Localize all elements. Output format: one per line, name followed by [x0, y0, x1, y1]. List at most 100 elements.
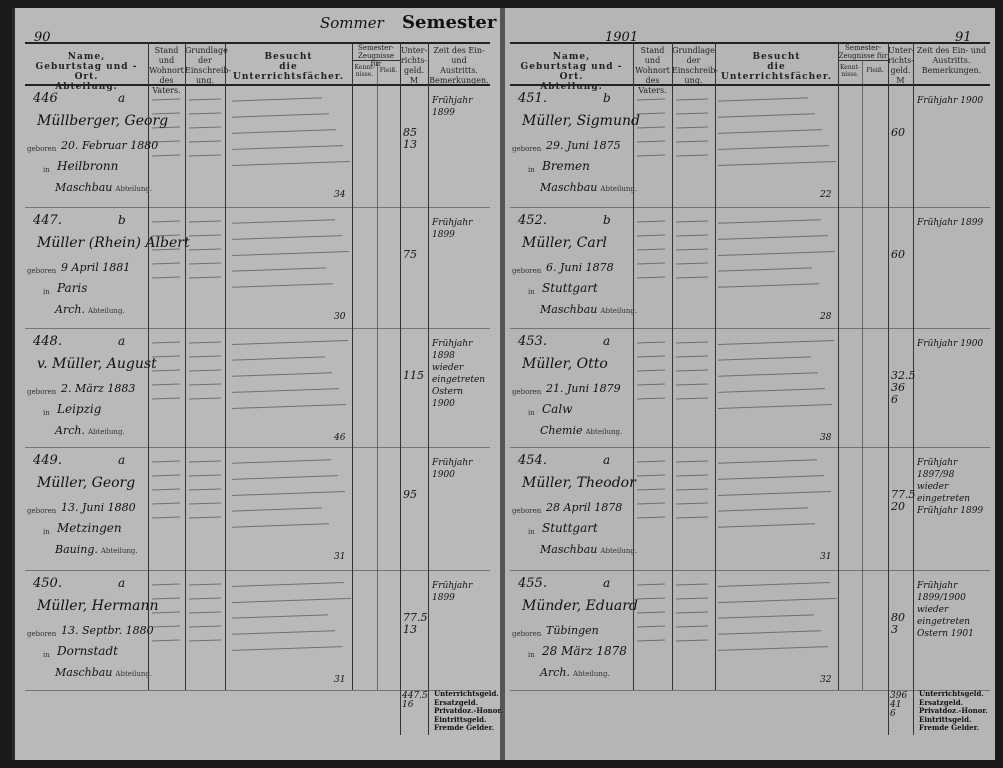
entry-number: 453. — [518, 334, 547, 349]
column-header-remarks: Zeit des Ein- und Austritts. Bemerkungen… — [429, 46, 489, 85]
entry-class: a — [603, 576, 611, 590]
student-name: Müller (Rhein) Albert — [37, 235, 190, 251]
entry-number: 452. — [518, 213, 547, 228]
book-gutter — [500, 8, 505, 760]
born-label: geboren — [512, 267, 542, 275]
department-label: Abteilung. — [87, 428, 125, 436]
row-divider — [25, 447, 490, 448]
column-header-besucht: Besucht die Unterrichtsfächer. — [233, 52, 344, 82]
born-label: geboren — [512, 507, 542, 515]
birth-date: 13. Septbr. 1880 — [61, 624, 154, 637]
student-name: Müller, Hermann — [37, 598, 159, 614]
birth-date: 21. Juni 1879 — [546, 382, 621, 395]
in-label: in — [528, 166, 535, 174]
entry-class: a — [118, 91, 126, 105]
in-label: in — [528, 528, 535, 536]
entry-class: a — [603, 334, 611, 348]
birth-date: 20. Februar 1880 — [61, 139, 159, 152]
born-label: geboren — [27, 630, 57, 638]
birth-place: 28 März 1878 — [542, 644, 627, 658]
semester-season: Sommer — [320, 14, 384, 32]
subject-total: 28 — [820, 312, 832, 322]
row-divider — [510, 447, 990, 448]
row-divider — [510, 207, 990, 208]
department-line: Maschbau Abteilung. — [55, 666, 152, 679]
column-header-grundlage: Grundlage der Einschreib- ung. — [672, 46, 719, 85]
birth-date: 28 April 1878 — [546, 501, 623, 514]
department: Bauing. — [55, 543, 98, 556]
column-divider — [888, 42, 889, 735]
department-label: Abteilung. — [600, 185, 638, 193]
born-label: geboren — [512, 145, 542, 153]
totals-legend: Unterrichtsgeld. Ersatzgeld. Privatdoz.-… — [919, 689, 988, 732]
department: Maschbau — [55, 181, 113, 194]
column-header-name: Name, Geburtstag und -Ort. Abteilung. — [35, 52, 138, 92]
department-line: Maschbau Abteilung. — [540, 543, 637, 556]
tuition-fee: 95 — [403, 488, 417, 501]
tuition-fee: 75 — [403, 248, 417, 261]
subject-total: 38 — [820, 433, 832, 443]
column-divider — [352, 42, 353, 690]
row-divider — [25, 207, 490, 208]
department-label: Abteilung. — [100, 547, 138, 555]
tuition-fee: 60 — [891, 126, 905, 139]
student-name: Müller, Otto — [522, 356, 608, 372]
column-divider — [862, 60, 863, 690]
born-label: geboren — [512, 630, 542, 638]
entry-remark: Frühjahr 1898 wieder eingetreten Ostern … — [432, 339, 486, 409]
column-divider — [715, 42, 716, 690]
subject-total: 31 — [820, 552, 832, 562]
header-top-rule — [25, 42, 490, 44]
department-line: Maschbau Abteilung. — [55, 181, 152, 194]
column-divider — [148, 42, 149, 690]
in-label: in — [43, 166, 50, 174]
department-line: Maschbau Abteilung. — [540, 181, 637, 194]
entry-remark: Frühjahr 1899 — [432, 96, 473, 118]
department-line: Arch. Abteilung. — [55, 303, 125, 316]
column-divider — [428, 42, 429, 735]
in-label: in — [528, 651, 535, 659]
department: Arch. — [540, 666, 570, 679]
page-number-right: 91 — [955, 30, 972, 45]
birth-date: 29. Juni 1875 — [546, 139, 621, 152]
column-header-semester: Semester- Zeugnisse für — [357, 44, 395, 68]
subject-total: 34 — [334, 190, 346, 200]
entry-remark: Frühjahr 1899/1900 wieder eingetreten Os… — [917, 581, 974, 639]
entry-remark: Frühjahr 1899 — [432, 218, 473, 240]
entry-remark: Frühjahr 1900 — [917, 96, 984, 106]
column-divider — [400, 42, 401, 735]
subject-total: 30 — [334, 312, 346, 322]
in-label: in — [43, 409, 50, 417]
totals-legend: Unterrichtsgeld. Ersatzgeld. Privatdoz.-… — [434, 689, 503, 732]
column-divider — [913, 42, 914, 735]
department-label: Abteilung. — [87, 307, 125, 315]
entry-number: 454. — [518, 453, 547, 468]
entry-number: 446 — [33, 91, 58, 106]
column-divider — [672, 42, 673, 690]
born-label: geboren — [27, 388, 57, 396]
birth-place: Dornstadt — [57, 644, 118, 658]
entry-remark: Frühjahr 1900 — [917, 339, 984, 349]
tuition-fee: 60 — [891, 248, 905, 261]
column-divider — [185, 42, 186, 690]
birth-place: Stuttgart — [542, 281, 598, 295]
header-top-rule — [510, 42, 990, 44]
row-divider — [25, 328, 490, 329]
column-header-name: Name, Geburtstag und -Ort. Abteilung. — [520, 52, 623, 92]
department: Maschbau — [540, 303, 598, 316]
birth-place: Paris — [57, 281, 88, 295]
column-header-knowledge: Kennt- nisse. — [354, 64, 375, 78]
column-header-semester: Semester- Zeugnisse für — [838, 44, 888, 60]
department: Maschbau — [540, 181, 598, 194]
entry-class: b — [603, 213, 611, 227]
tuition-fee: 77.5 20 — [891, 488, 916, 513]
entry-number: 448. — [33, 334, 62, 349]
birth-place: Calw — [542, 402, 573, 416]
born-label: geboren — [512, 388, 542, 396]
student-name: Müllberger, Georg — [37, 113, 169, 129]
column-divider — [838, 42, 839, 690]
department-line: Arch. Abteilung. — [540, 666, 610, 679]
birth-place: Leipzig — [57, 402, 102, 416]
column-divider — [352, 60, 400, 61]
birth-place: Stuttgart — [542, 521, 598, 535]
